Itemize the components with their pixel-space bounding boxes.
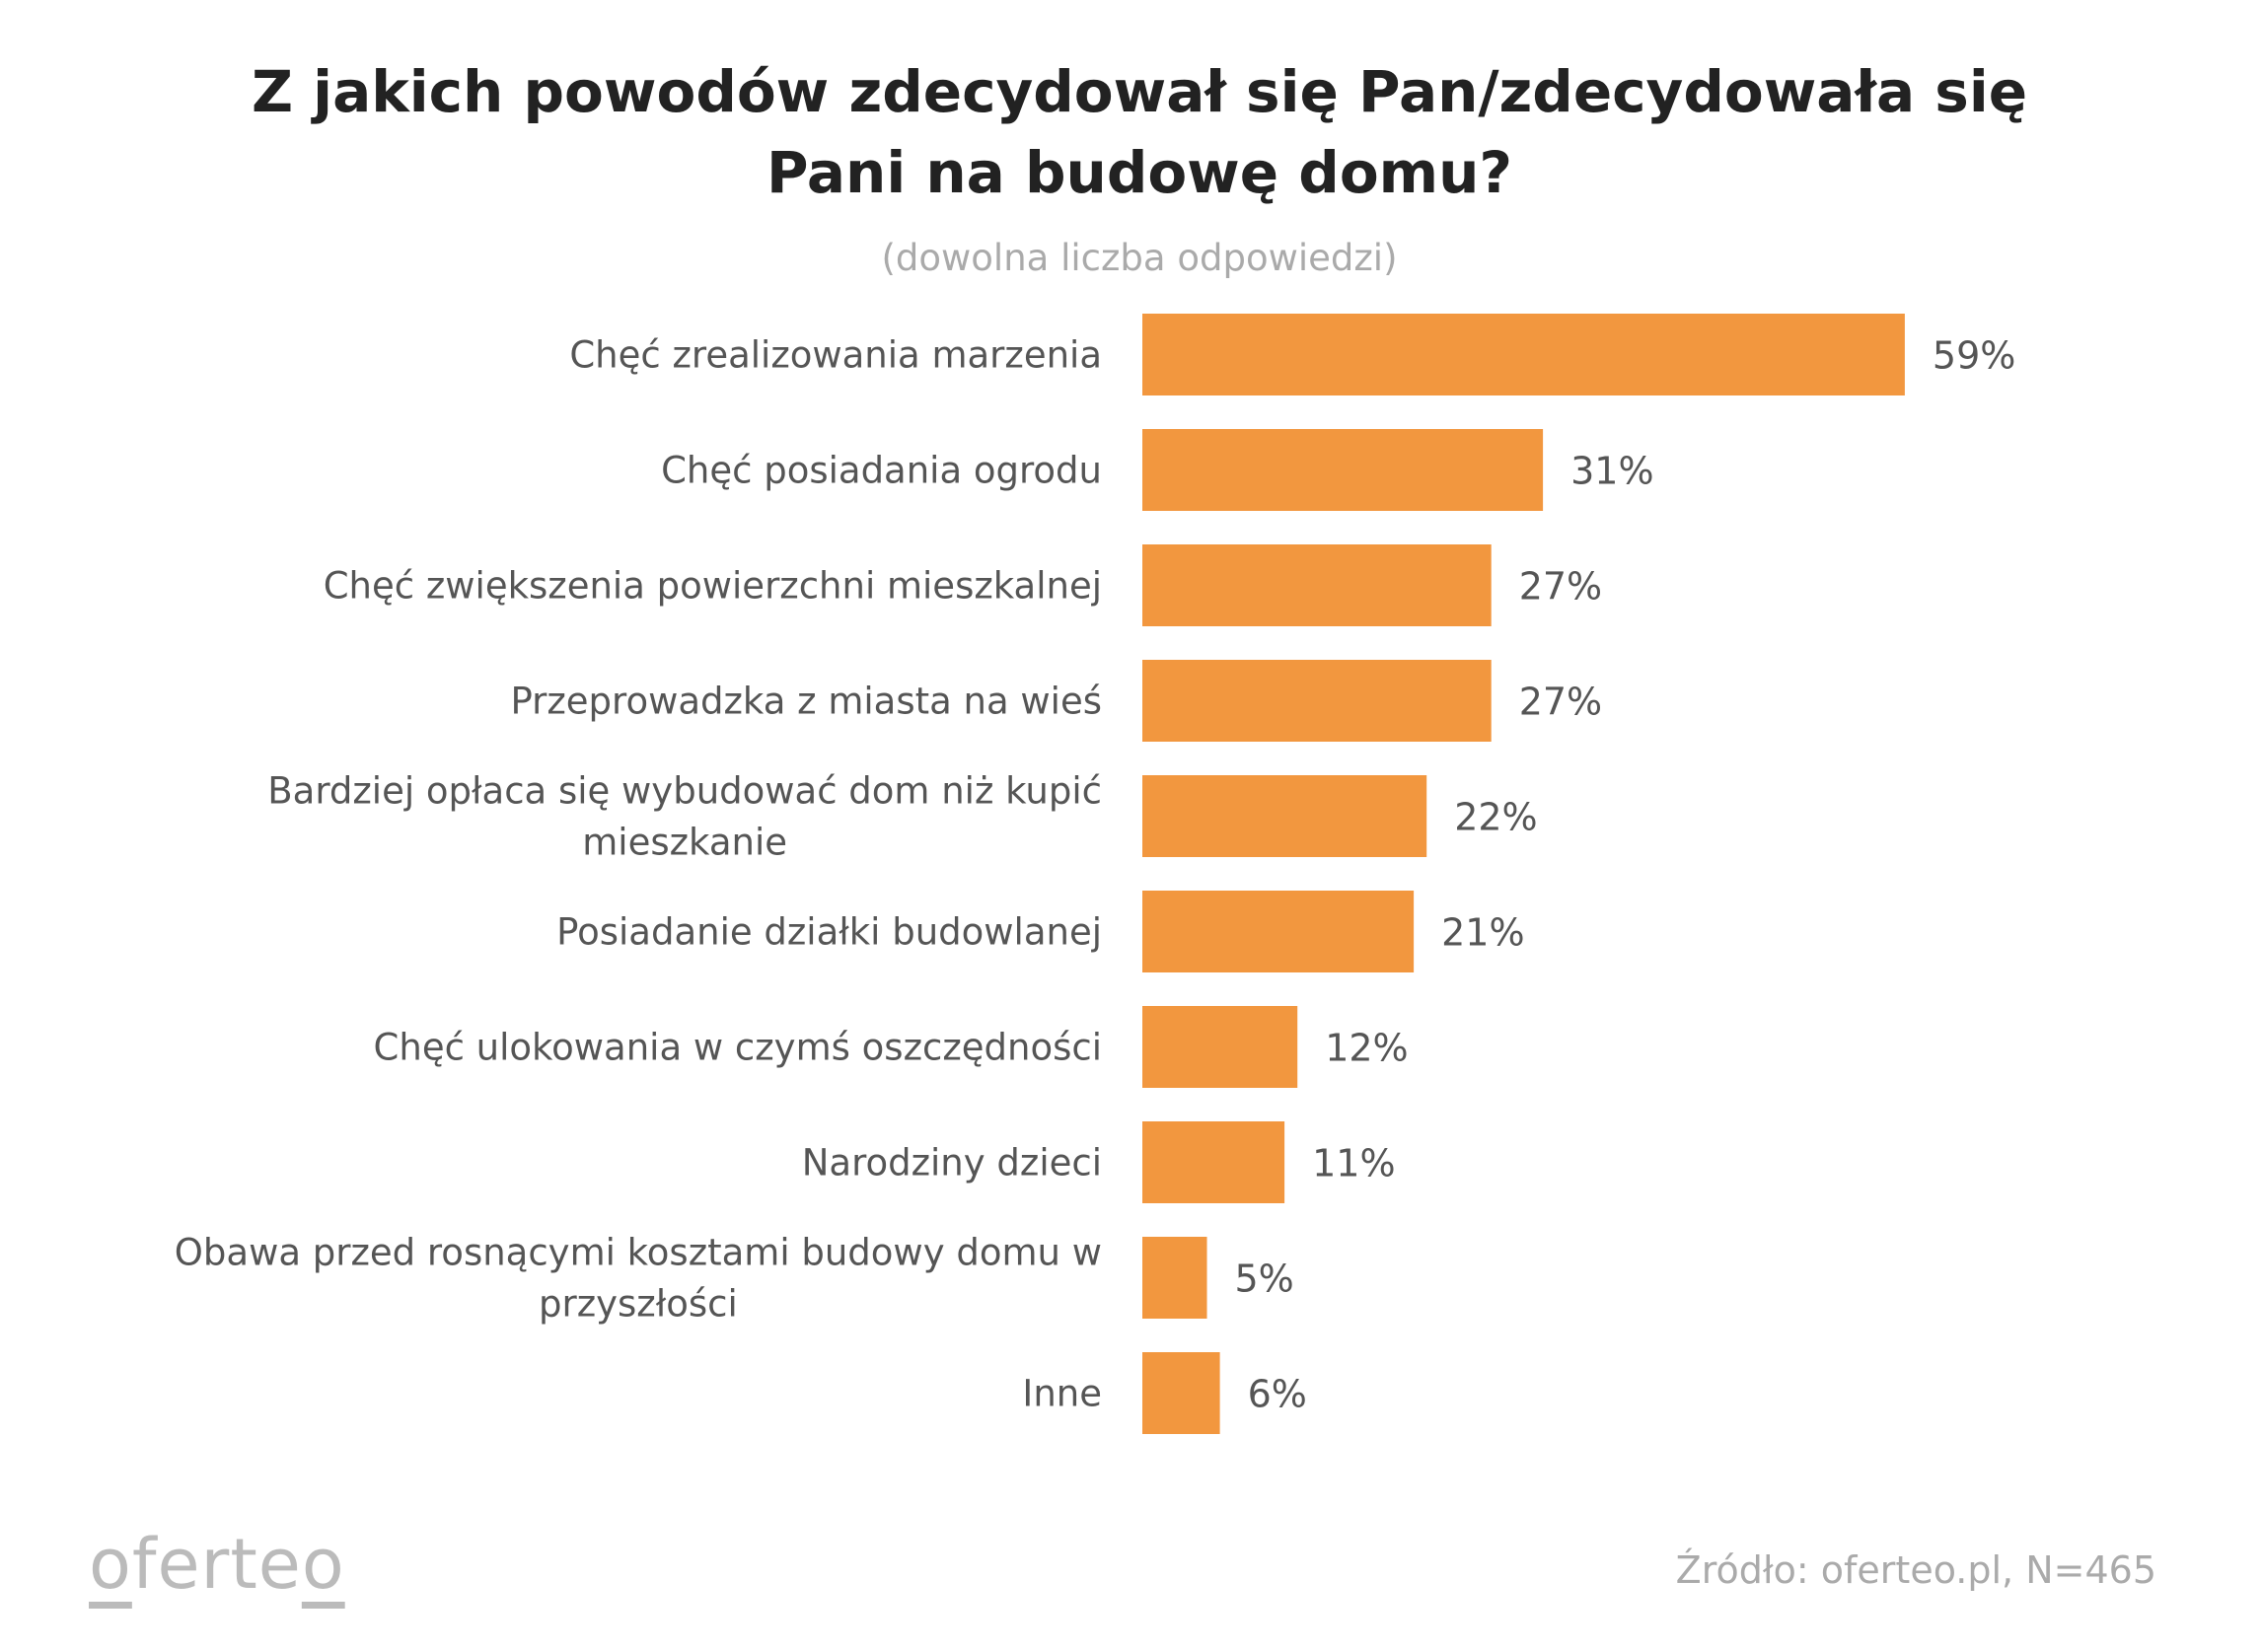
category-label-9: Inne (1022, 1373, 1102, 1415)
chart-title-line-1: Z jakich powodów zdecydował się Pan/zdec… (251, 58, 2028, 125)
data-label-9: 6% (1248, 1373, 1307, 1416)
category-label-1: Chęć posiadania ogrodu (661, 450, 1102, 492)
category-label-8: Obawa przed rosnącymi kosztami budowy do… (175, 1232, 1102, 1274)
bar-9 (1142, 1352, 1220, 1434)
category-label-4: Bardziej opłaca się wybudować dom niż ku… (267, 770, 1102, 813)
source-note: Źródło: oferteo.pl, N=465 (1675, 1548, 2156, 1592)
bar-2 (1142, 544, 1492, 626)
data-label-2: 27% (1519, 565, 1602, 609)
bar-8 (1142, 1237, 1207, 1319)
bar-1 (1142, 429, 1544, 511)
category-label-0: Chęć zrealizowania marzenia (569, 334, 1102, 377)
bar-6 (1142, 1006, 1298, 1088)
bar-5 (1142, 891, 1415, 972)
data-label-7: 11% (1312, 1142, 1395, 1185)
data-label-6: 12% (1325, 1027, 1408, 1070)
category-label-7: Narodziny dzieci (802, 1142, 1102, 1185)
chart-subtitle: (dowolna liczba odpowiedzi) (881, 237, 1398, 279)
bar-4 (1142, 775, 1427, 857)
oferteo-logo: oferteo (89, 1524, 345, 1605)
category-label-8: przyszłości (539, 1283, 738, 1326)
bar-7 (1142, 1121, 1285, 1203)
category-label-6: Chęć ulokowania w czymś oszczędności (374, 1027, 1102, 1069)
category-label-5: Posiadanie działki budowlanej (556, 911, 1102, 954)
data-label-5: 21% (1441, 911, 1524, 955)
category-label-4: mieszkanie (582, 822, 787, 864)
data-label-3: 27% (1519, 681, 1602, 724)
chart-title: Z jakich powodów zdecydował się Pan/zdec… (0, 51, 2262, 213)
data-label-1: 31% (1570, 450, 1653, 493)
data-label-4: 22% (1454, 796, 1537, 839)
chart-title-line-2: Pani na budowę domu? (766, 139, 1513, 206)
data-label-8: 5% (1235, 1257, 1294, 1301)
category-label-2: Chęć zwiększenia powierzchni mieszkalnej (324, 565, 1102, 608)
bar-3 (1142, 660, 1492, 742)
bar-0 (1142, 314, 1905, 395)
data-label-0: 59% (1933, 334, 2015, 378)
category-label-3: Przeprowadzka z miasta na wieś (511, 681, 1103, 723)
